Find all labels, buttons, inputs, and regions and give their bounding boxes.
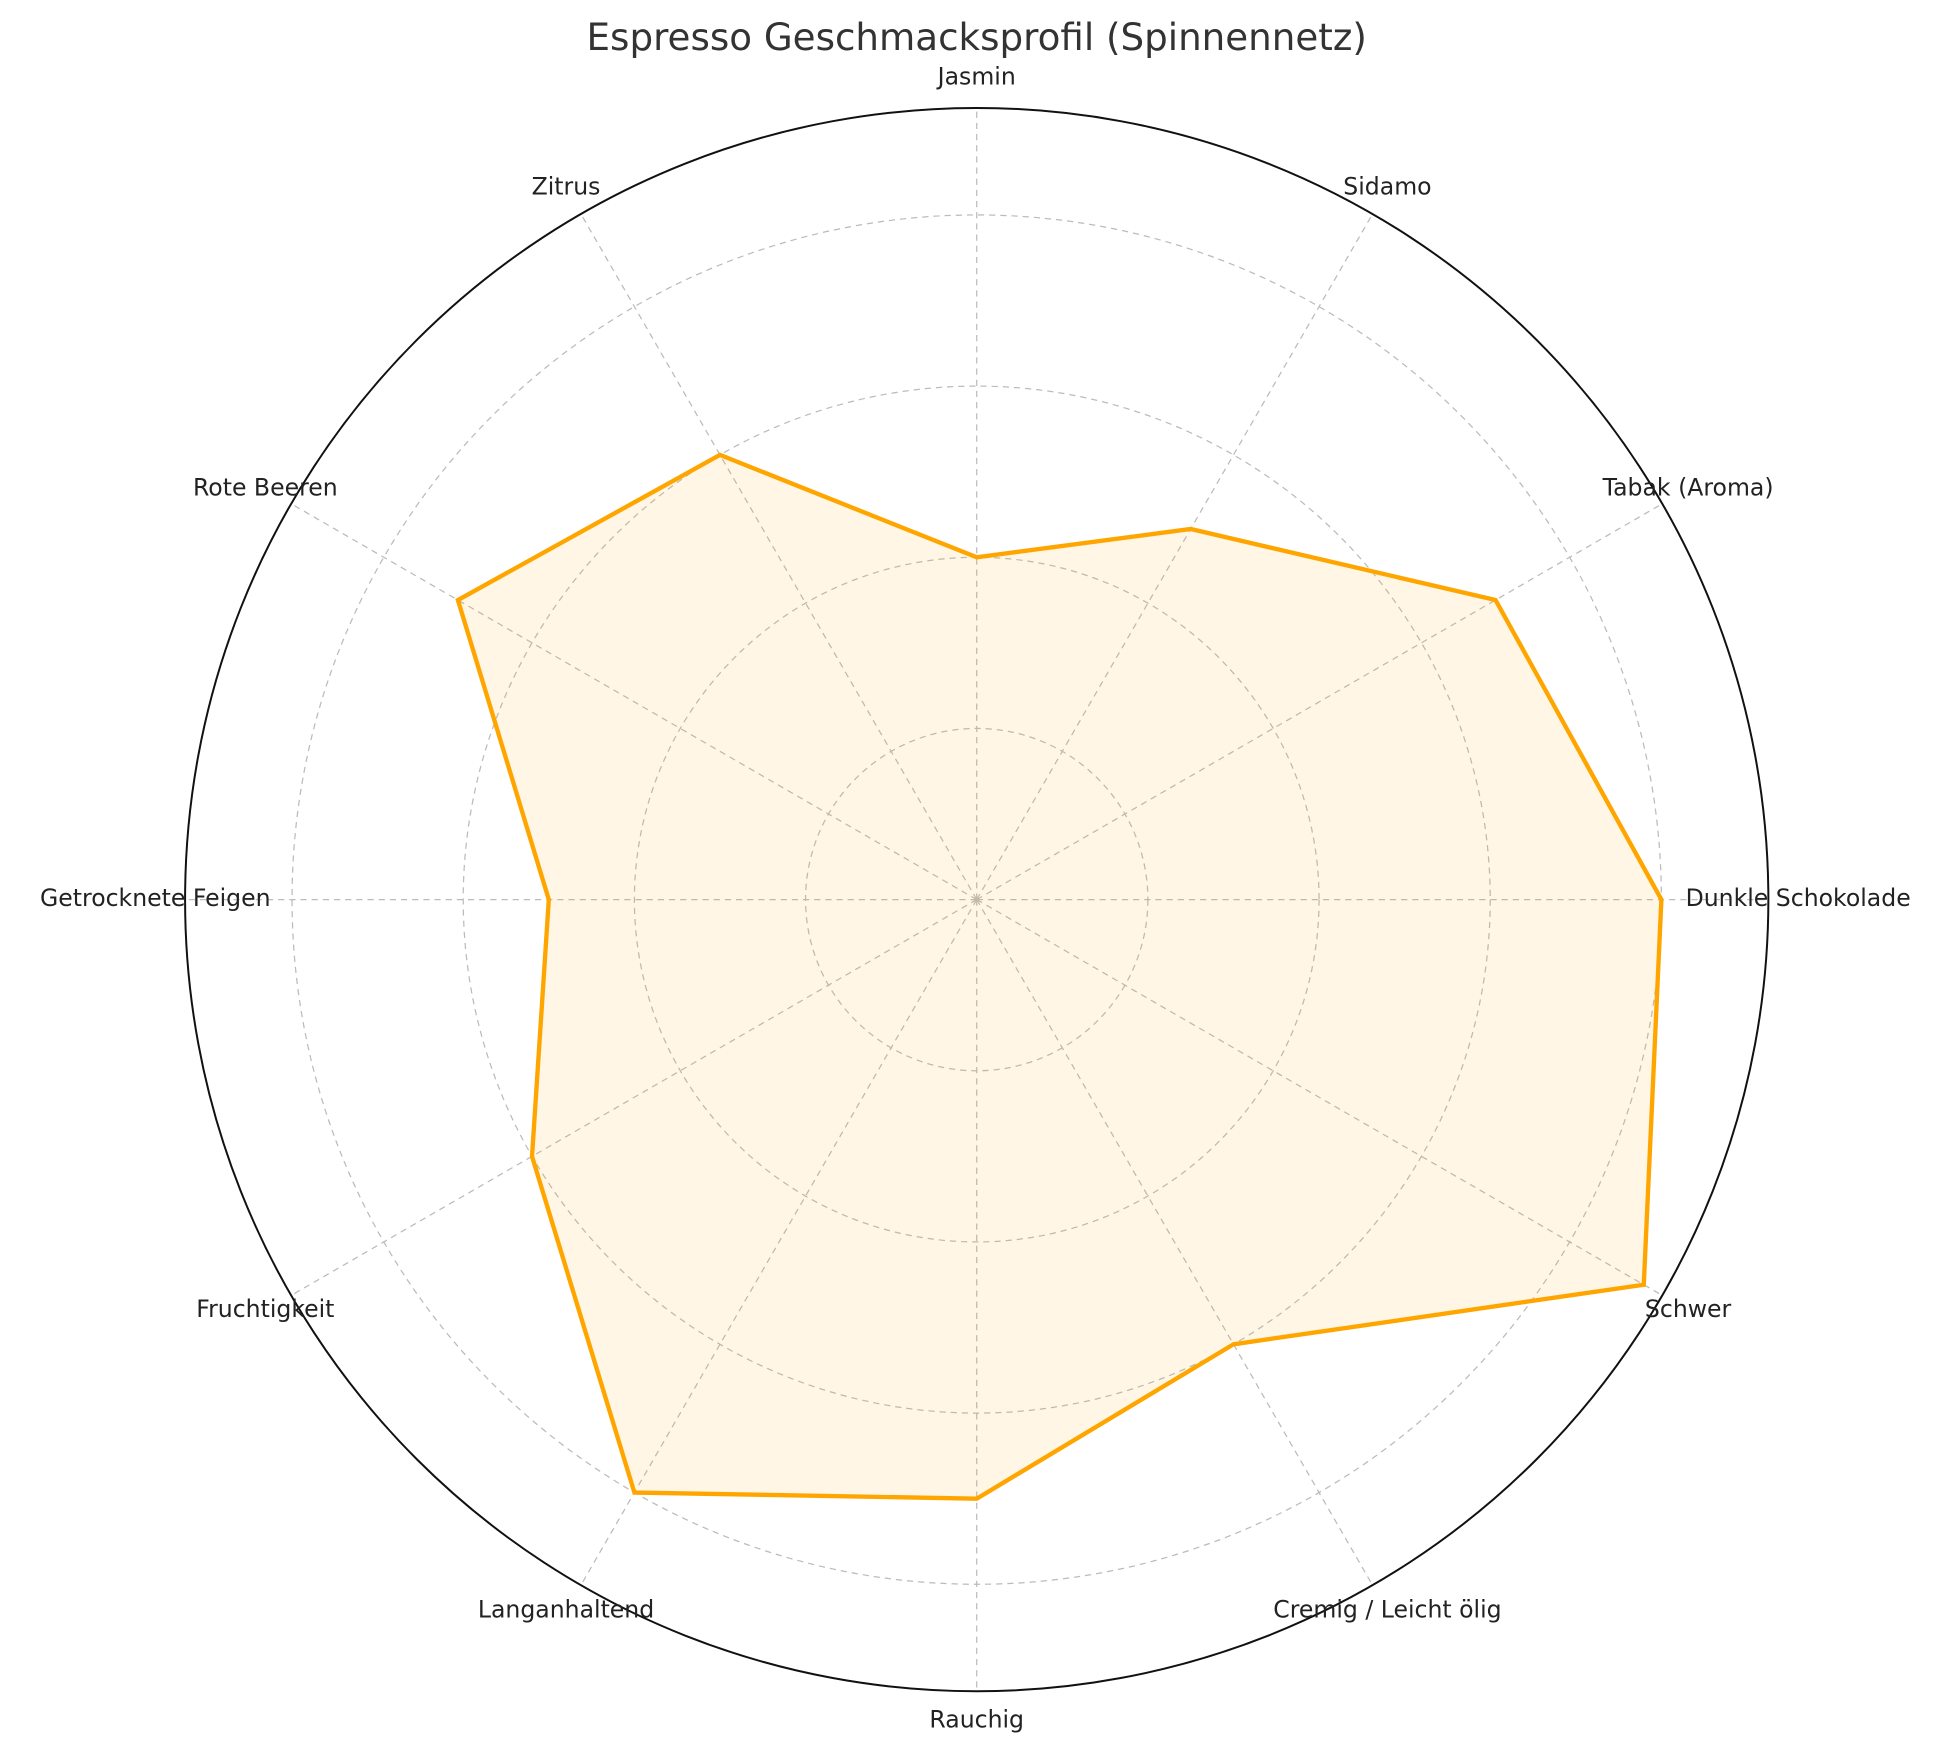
category-label: Getrocknete Feigen: [40, 884, 271, 912]
spoke: [290, 503, 978, 901]
data-point: [1493, 598, 1498, 602]
spoke: [290, 899, 978, 1296]
data-point: [974, 555, 979, 560]
data-point: [632, 1490, 637, 1495]
data-point: [718, 453, 722, 457]
data-point: [530, 1154, 534, 1159]
spoke: [976, 213, 1374, 900]
outer-ring: [184, 106, 1770, 1693]
data-point: [546, 897, 551, 902]
spoke: [976, 503, 1663, 901]
spoke: [976, 899, 1374, 1586]
data-point: [1659, 897, 1664, 902]
series-area: [457, 454, 1662, 1499]
spoke: [976, 899, 1663, 1296]
spoke: [580, 899, 978, 1586]
category-label: Tabak (Aroma): [1602, 473, 1774, 501]
category-label: Dunkle Schokolade: [1686, 884, 1911, 912]
category-label: Fruchtigkeit: [196, 1295, 334, 1323]
category-label: Schwer: [1645, 1295, 1732, 1323]
category-label: Rauchig: [929, 1706, 1024, 1734]
data-point: [1641, 1282, 1646, 1287]
data-point: [1188, 527, 1193, 531]
category-label: Sidamo: [1343, 173, 1431, 201]
category-label: Zitrus: [532, 173, 601, 201]
category-label: Langanhaltend: [478, 1595, 654, 1623]
spoke: [580, 213, 978, 900]
category-label: Cremig / Leicht ölig: [1273, 1595, 1501, 1623]
chart-title: Espresso Geschmacksprofil (Spinnennetz): [587, 15, 1367, 59]
data-point: [456, 598, 460, 602]
data-point: [974, 1496, 979, 1501]
category-label: Jasmin: [936, 63, 1016, 91]
grid-circle: [462, 385, 1491, 1414]
category-label: Rote Beeren: [193, 473, 338, 501]
data-point: [1231, 1342, 1236, 1347]
